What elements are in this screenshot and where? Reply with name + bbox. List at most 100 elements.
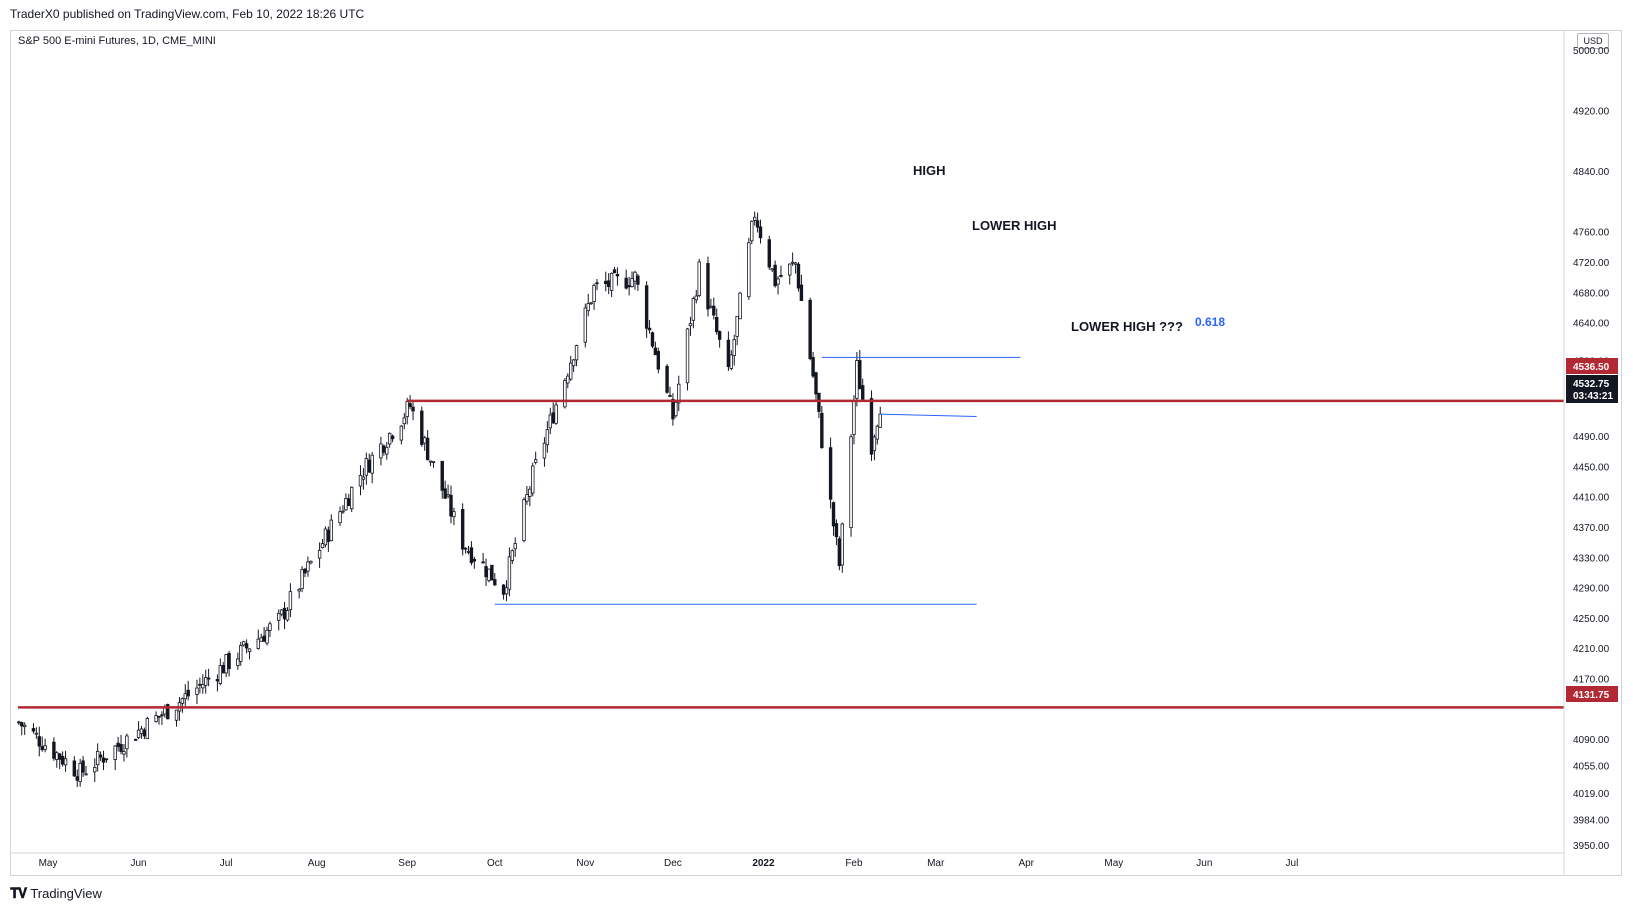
footer-brand-text: TradingView [30,886,102,901]
candle-body [542,442,547,459]
candle-body [288,591,293,611]
candle-body [195,687,199,695]
candle-body [466,550,471,553]
candle-body [463,547,468,550]
price-tick-label: 4760.00 [1573,228,1610,239]
currency-badge[interactable]: USD [1577,33,1609,49]
chart-frame [10,30,1622,876]
candle-body [469,547,474,564]
candle-body [665,365,669,393]
candle-body [752,216,757,221]
candle-body [828,447,833,500]
candle-body [571,359,576,367]
time-tick-label: May [39,858,58,869]
candle-body [40,746,44,751]
symbol-title[interactable]: S&P 500 E-mini Futures, 1D, CME_MINI [18,35,216,47]
candle-body [604,280,608,285]
candle-body [583,307,588,343]
candle-body [615,273,620,277]
price-tick-label: 4920.00 [1573,107,1610,118]
candle-body [513,543,517,550]
annotation-high: HIGH [913,163,946,178]
candle-body [387,432,392,445]
candle-body [840,523,844,566]
candle-body [256,638,260,649]
candle-body [367,459,371,473]
candle-body [878,413,882,428]
annotation-lower-high-question: LOWER HIGH ??? [1071,319,1183,334]
candle-body [160,714,164,717]
candle-body [180,698,185,704]
candle-body [323,528,328,546]
candle-body [510,550,515,561]
candle-body [817,392,821,412]
candle-body [717,331,722,340]
candle-body [738,292,742,320]
candle-body [551,412,555,424]
candle-body [636,275,640,285]
publisher-header: TraderX0 published on TradingView.com, F… [10,7,365,21]
candles-layer [17,211,882,788]
candle-body [694,295,698,301]
candle-body [487,568,491,581]
price-tick-label: 4680.00 [1573,288,1610,299]
price-tick-label: 4019.00 [1573,789,1610,800]
candle-body [341,510,345,513]
price-tick-label: 4090.00 [1573,735,1610,746]
candle-body [685,328,690,384]
time-tick-label: Dec [664,858,682,869]
candle-body [490,564,494,581]
candle-body [449,494,453,517]
candle-body [443,488,447,499]
candle-body [735,315,739,337]
candle-body [446,494,450,497]
candle-body [58,753,62,760]
tradingview-logo-icon: 𝐓𝐕 [10,885,27,901]
candle-body [796,263,801,289]
candle-body [72,760,77,777]
candle-body [755,220,760,228]
lower-level-price-tag: 4131.75 [1566,686,1618,702]
time-tick-label: Sep [398,858,416,869]
candle-body [814,372,818,395]
candle-body [592,285,596,302]
candle-body [574,345,579,361]
time-tick-label: Jun [1196,858,1212,869]
footer-brand[interactable]: 𝐓𝐕 TradingView [10,885,102,902]
price-tick-label: 4490.00 [1573,432,1610,443]
price-tick-label: 3950.00 [1573,841,1610,852]
candle-body [808,299,812,360]
candle-body [644,285,649,329]
candle-body [75,776,79,781]
candle-body [277,613,281,621]
candle-body [493,579,497,586]
time-tick-label: Feb [845,858,863,869]
price-tick-label: 4720.00 [1573,258,1610,269]
svg-text:4536.50: 4536.50 [1573,362,1610,373]
candle-body [408,403,412,408]
candle-body [236,658,240,666]
candle-body [309,560,313,564]
candle-body [303,568,307,574]
trend-line-short[interactable] [880,413,977,417]
candle-body [81,760,85,773]
candle-body [285,610,290,621]
candle-body [385,446,389,455]
price-tick-label: 3984.00 [1573,815,1610,826]
candle-body [425,437,430,461]
candle-body [758,226,763,239]
candle-body [460,508,465,550]
candle-body [405,401,409,417]
candle-body [60,755,65,765]
candle-body [793,262,798,265]
candle-body [688,323,693,327]
candle-body [545,429,550,446]
price-tick-label: 4250.00 [1573,614,1610,625]
candle-body [154,715,158,722]
candle-body [95,750,100,766]
candle-body [440,460,444,491]
candle-body [554,404,558,424]
candle-body [671,398,675,420]
candle-body [770,268,774,271]
